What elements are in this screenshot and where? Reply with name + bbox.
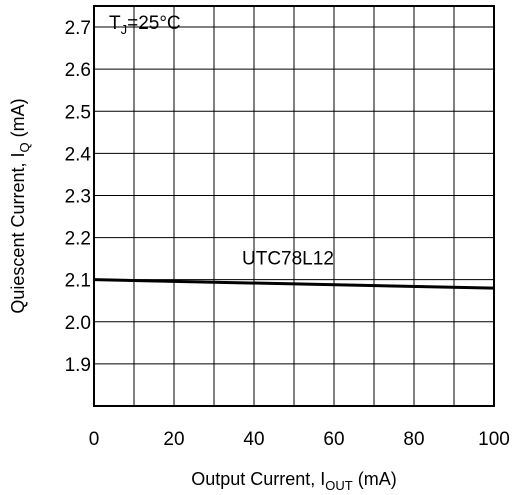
plot-frame <box>93 5 495 407</box>
y-tick-label: 2.6 <box>65 60 91 81</box>
x-tick-label: 100 <box>478 429 510 450</box>
y-tick-label: 2.7 <box>65 18 91 39</box>
x-axis-label: Output Current, IOUT (mA) <box>191 469 397 493</box>
y-tick-label: 2.3 <box>65 186 91 207</box>
x-axis-label-sub: OUT <box>325 478 353 493</box>
y-tick-labels: 1.9 2.0 2.1 2.2 2.3 2.4 2.5 2.6 2.7 <box>65 18 92 376</box>
grid <box>93 6 495 406</box>
x-tick-labels: 0 20 40 60 80 100 <box>89 429 510 450</box>
x-tick-label: 40 <box>243 429 264 450</box>
series-line <box>93 278 495 290</box>
y-tick-label: 2.0 <box>65 313 91 334</box>
condition-main: T <box>109 13 121 34</box>
x-axis-label-main: Output Current, I <box>191 469 325 489</box>
y-tick-label: 2.2 <box>65 229 91 250</box>
condition-label: TJ=25°C <box>109 13 181 37</box>
y-axis-label-rest: (mA) <box>8 98 28 142</box>
series-label: UTC78L12 <box>242 249 334 270</box>
y-axis-label-sub: Q <box>17 142 32 152</box>
y-tick-label: 2.1 <box>65 271 91 292</box>
x-axis-label-rest: (mA) <box>353 469 397 489</box>
x-tick-label: 80 <box>403 429 424 450</box>
condition-sub: J <box>121 22 128 37</box>
x-tick-label: 0 <box>89 429 100 450</box>
y-axis-label: Quiescent Current, IQ (mA) <box>8 98 32 313</box>
y-tick-label: 2.4 <box>65 144 92 165</box>
x-tick-label: 20 <box>163 429 184 450</box>
condition-rest: =25°C <box>127 13 181 34</box>
y-tick-label: 2.5 <box>65 102 91 123</box>
x-tick-label: 60 <box>323 429 344 450</box>
y-axis-label-main: Quiescent Current, I <box>8 153 28 314</box>
series-layer <box>93 278 495 290</box>
y-tick-label: 1.9 <box>65 355 91 376</box>
